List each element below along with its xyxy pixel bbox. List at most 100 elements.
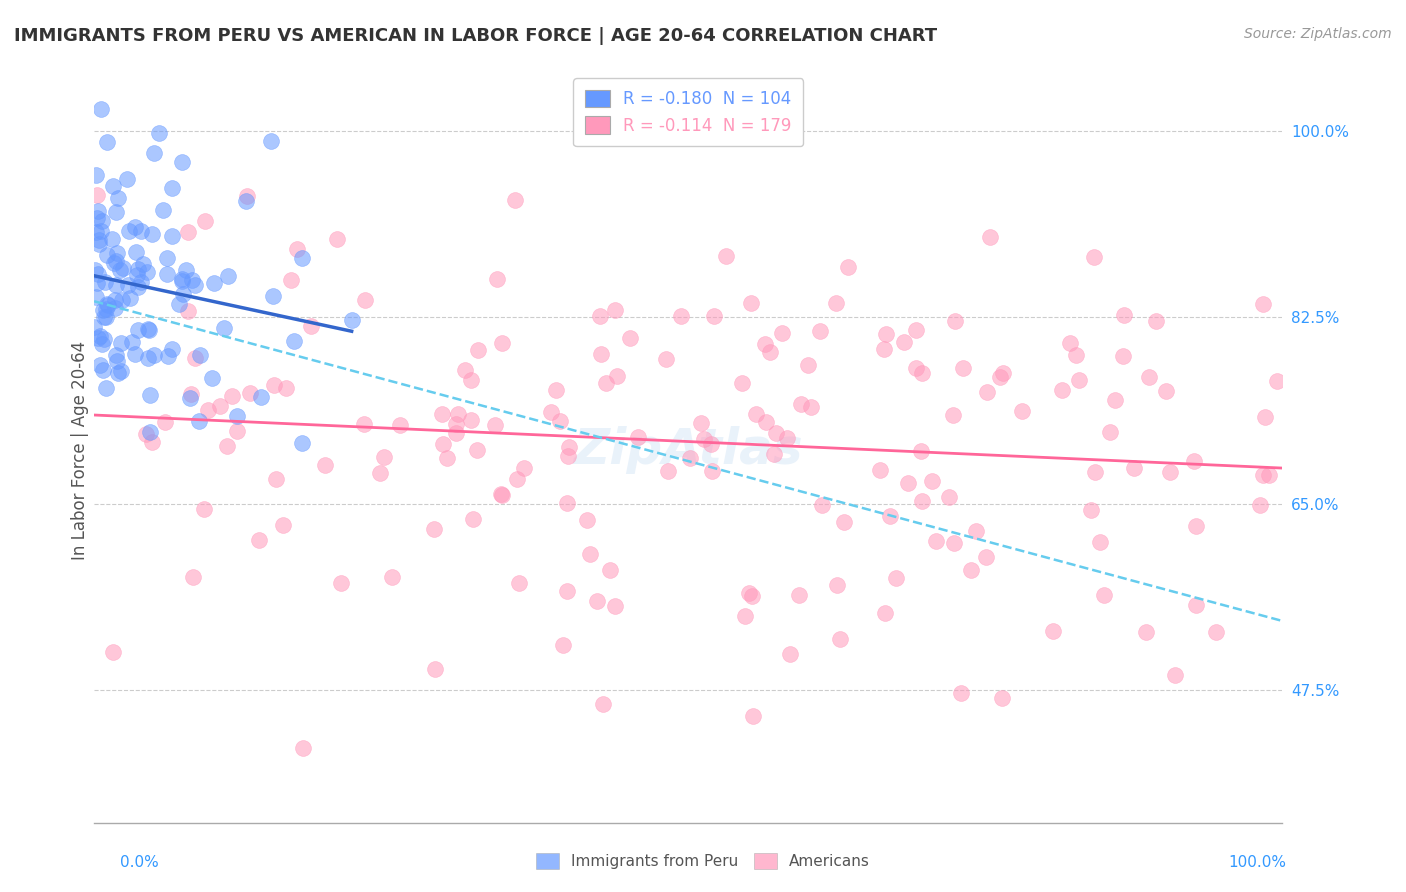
Point: [979, 229, 1001, 244]
Point: [86, 211, 108, 226]
Point: [103, 293, 125, 307]
Point: [127, 262, 149, 277]
Point: [127, 323, 149, 337]
Point: [160, 229, 183, 244]
Point: [87, 331, 110, 345]
Point: [423, 522, 446, 536]
Point: [960, 563, 983, 577]
Point: [124, 219, 146, 234]
Point: [1254, 409, 1277, 424]
Point: [540, 405, 562, 419]
Point: [90, 224, 112, 238]
Point: [988, 369, 1011, 384]
Point: [96, 297, 118, 311]
Point: [1159, 465, 1181, 479]
Point: [247, 533, 270, 548]
Point: [460, 373, 482, 387]
Point: [447, 407, 470, 421]
Point: [884, 571, 907, 585]
Point: [84, 168, 107, 182]
Point: [180, 387, 202, 401]
Point: [90, 103, 112, 117]
Point: [132, 257, 155, 271]
Point: [595, 376, 617, 390]
Point: [104, 301, 127, 315]
Point: [465, 442, 488, 457]
Point: [86, 188, 108, 202]
Point: [181, 273, 204, 287]
Legend: R = -0.180  N = 104, R = -0.114  N = 179: R = -0.180 N = 104, R = -0.114 N = 179: [574, 78, 803, 146]
Point: [555, 584, 578, 599]
Point: [1185, 598, 1208, 612]
Point: [177, 226, 200, 240]
Point: [576, 514, 599, 528]
Point: [86, 277, 108, 291]
Point: [105, 205, 128, 219]
Point: [592, 697, 614, 711]
Point: [949, 686, 972, 700]
Point: [454, 363, 477, 377]
Point: [197, 402, 219, 417]
Point: [117, 171, 139, 186]
Point: [153, 415, 176, 429]
Point: [217, 268, 239, 283]
Point: [619, 331, 641, 345]
Point: [314, 458, 336, 472]
Point: [212, 320, 235, 334]
Point: [179, 391, 201, 405]
Point: [1088, 534, 1111, 549]
Point: [110, 263, 132, 277]
Point: [627, 430, 650, 444]
Point: [976, 384, 998, 399]
Point: [467, 343, 489, 358]
Point: [340, 313, 363, 327]
Point: [586, 594, 609, 608]
Point: [329, 575, 352, 590]
Point: [136, 351, 159, 366]
Point: [974, 549, 997, 564]
Point: [589, 347, 612, 361]
Point: [221, 389, 243, 403]
Point: [1265, 374, 1288, 388]
Point: [138, 322, 160, 336]
Point: [103, 645, 125, 659]
Point: [460, 413, 482, 427]
Point: [299, 318, 322, 333]
Point: [167, 297, 190, 311]
Point: [141, 435, 163, 450]
Point: [381, 570, 404, 584]
Point: [291, 436, 314, 450]
Point: [93, 310, 115, 324]
Point: [141, 227, 163, 241]
Point: [183, 278, 205, 293]
Point: [83, 320, 105, 334]
Point: [589, 309, 612, 323]
Point: [1052, 383, 1074, 397]
Point: [578, 547, 600, 561]
Point: [274, 381, 297, 395]
Point: [181, 570, 204, 584]
Point: [731, 376, 754, 390]
Point: [249, 390, 271, 404]
Point: [513, 461, 536, 475]
Point: [905, 361, 928, 376]
Point: [603, 302, 626, 317]
Point: [112, 260, 135, 275]
Point: [873, 342, 896, 356]
Point: [353, 417, 375, 431]
Point: [184, 351, 207, 365]
Point: [1164, 668, 1187, 682]
Point: [446, 425, 468, 440]
Text: Source: ZipAtlas.com: Source: ZipAtlas.com: [1244, 27, 1392, 41]
Point: [444, 417, 467, 432]
Point: [1098, 425, 1121, 439]
Point: [280, 273, 302, 287]
Y-axis label: In Labor Force | Age 20-64: In Labor Force | Age 20-64: [72, 341, 89, 560]
Point: [546, 383, 568, 397]
Point: [156, 267, 179, 281]
Point: [754, 337, 776, 351]
Point: [96, 135, 118, 149]
Point: [105, 348, 128, 362]
Legend: Immigrants from Peru, Americans: Immigrants from Peru, Americans: [530, 847, 876, 875]
Point: [910, 443, 932, 458]
